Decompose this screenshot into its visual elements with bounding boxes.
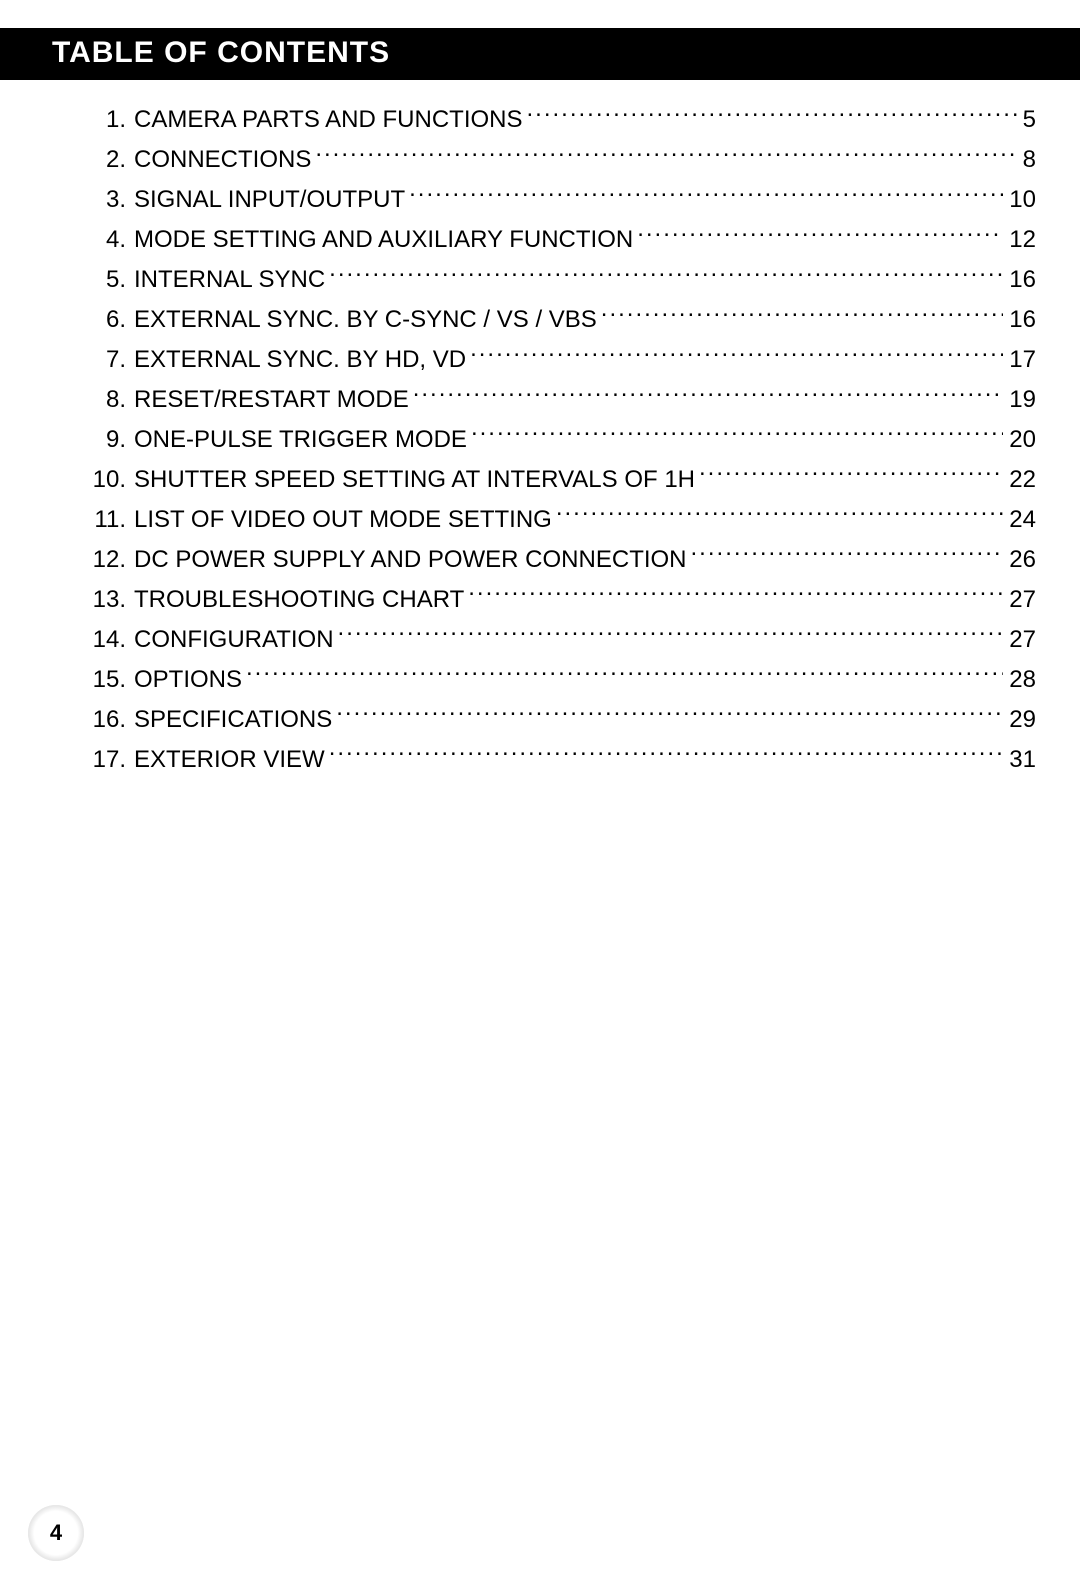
toc-entry-page: 16 bbox=[1003, 261, 1036, 298]
toc-entry-page: 16 bbox=[1003, 301, 1036, 338]
table-of-contents: 1.CAMERA PARTS AND FUNCTIONS52.CONNECTIO… bbox=[0, 80, 1080, 778]
page-number: 4 bbox=[50, 1520, 62, 1546]
toc-entry-title: EXTERIOR VIEW bbox=[134, 741, 329, 778]
toc-entry-leader bbox=[338, 618, 1004, 647]
toc-entry-title: SHUTTER SPEED SETTING AT INTERVALS OF 1H bbox=[134, 461, 699, 498]
toc-entry-title: TROUBLESHOOTING CHART bbox=[134, 581, 468, 618]
toc-entry-title: DC POWER SUPPLY AND POWER CONNECTION bbox=[134, 541, 691, 578]
toc-entry-page: 28 bbox=[1003, 661, 1036, 698]
toc-entry-leader bbox=[470, 338, 1003, 367]
toc-entry-title: ONE-PULSE TRIGGER MODE bbox=[134, 421, 471, 458]
toc-entry-title: CONFIGURATION bbox=[134, 621, 338, 658]
toc-entry: 13.TROUBLESHOOTING CHART 27 bbox=[80, 578, 1036, 618]
toc-entry-title: OPTIONS bbox=[134, 661, 246, 698]
toc-entry-number: 11. bbox=[80, 501, 134, 538]
toc-entry-leader bbox=[315, 138, 1016, 167]
toc-entry-page: 5 bbox=[1017, 101, 1036, 138]
toc-entry-page: 12 bbox=[1003, 221, 1036, 258]
toc-entry-leader bbox=[336, 698, 1003, 727]
toc-entry-page: 20 bbox=[1003, 421, 1036, 458]
toc-entry-leader bbox=[556, 498, 1003, 527]
toc-entry-leader bbox=[637, 218, 1003, 247]
toc-entry: 3.SIGNAL INPUT/OUTPUT 10 bbox=[80, 178, 1036, 218]
toc-entry-number: 16. bbox=[80, 701, 134, 738]
toc-entry-number: 6. bbox=[80, 301, 134, 338]
toc-entry: 1.CAMERA PARTS AND FUNCTIONS 5 bbox=[80, 98, 1036, 138]
toc-entry-number: 4. bbox=[80, 221, 134, 258]
toc-entry-page: 26 bbox=[1003, 541, 1036, 578]
toc-entry-page: 27 bbox=[1003, 581, 1036, 618]
toc-entry-title: EXTERNAL SYNC. BY C-SYNC / VS / VBS bbox=[134, 301, 601, 338]
toc-entry-number: 12. bbox=[80, 541, 134, 578]
toc-entry-number: 13. bbox=[80, 581, 134, 618]
toc-entry-number: 1. bbox=[80, 101, 134, 138]
toc-entry-title: SIGNAL INPUT/OUTPUT bbox=[134, 181, 409, 218]
toc-entry-number: 9. bbox=[80, 421, 134, 458]
toc-entry-page: 8 bbox=[1017, 141, 1036, 178]
toc-entry-number: 5. bbox=[80, 261, 134, 298]
toc-entry-number: 2. bbox=[80, 141, 134, 178]
toc-entry-leader bbox=[691, 538, 1004, 567]
toc-entry-title: INTERNAL SYNC bbox=[134, 261, 329, 298]
toc-entry-leader bbox=[413, 378, 1004, 407]
toc-entry: 6.EXTERNAL SYNC. BY C-SYNC / VS / VBS 16 bbox=[80, 298, 1036, 338]
toc-entry-page: 29 bbox=[1003, 701, 1036, 738]
toc-entry: 15.OPTIONS 28 bbox=[80, 658, 1036, 698]
toc-entry-leader bbox=[409, 178, 1003, 207]
toc-entry-page: 27 bbox=[1003, 621, 1036, 658]
toc-entry-leader bbox=[468, 578, 1003, 607]
toc-entry: 12.DC POWER SUPPLY AND POWER CONNECTION 2… bbox=[80, 538, 1036, 578]
toc-entry: 4.MODE SETTING AND AUXILIARY FUNCTION 12 bbox=[80, 218, 1036, 258]
toc-entry-title: LIST OF VIDEO OUT MODE SETTING bbox=[134, 501, 556, 538]
page-number-badge: 4 bbox=[28, 1505, 84, 1561]
toc-entry-leader bbox=[527, 98, 1017, 127]
toc-entry-title: MODE SETTING AND AUXILIARY FUNCTION bbox=[134, 221, 637, 258]
toc-entry-title: RESET/RESTART MODE bbox=[134, 381, 413, 418]
toc-entry-title: CONNECTIONS bbox=[134, 141, 315, 178]
toc-entry-page: 22 bbox=[1003, 461, 1036, 498]
toc-entry-number: 7. bbox=[80, 341, 134, 378]
toc-entry: 17.EXTERIOR VIEW 31 bbox=[80, 738, 1036, 778]
toc-entry-page: 17 bbox=[1003, 341, 1036, 378]
toc-entry: 16.SPECIFICATIONS 29 bbox=[80, 698, 1036, 738]
document-page: TABLE OF CONTENTS 1.CAMERA PARTS AND FUN… bbox=[0, 28, 1080, 1589]
toc-entry-leader bbox=[471, 418, 1003, 447]
toc-entry-page: 10 bbox=[1003, 181, 1036, 218]
toc-entry-number: 14. bbox=[80, 621, 134, 658]
toc-entry-number: 15. bbox=[80, 661, 134, 698]
toc-entry: 9.ONE-PULSE TRIGGER MODE 20 bbox=[80, 418, 1036, 458]
toc-entry-number: 8. bbox=[80, 381, 134, 418]
toc-entry-leader bbox=[699, 458, 1003, 487]
toc-entry: 14.CONFIGURATION 27 bbox=[80, 618, 1036, 658]
toc-entry-number: 17. bbox=[80, 741, 134, 778]
toc-entry: 5.INTERNAL SYNC 16 bbox=[80, 258, 1036, 298]
toc-entry-page: 31 bbox=[1003, 741, 1036, 778]
toc-entry-leader bbox=[601, 298, 1004, 327]
toc-entry: 10.SHUTTER SPEED SETTING AT INTERVALS OF… bbox=[80, 458, 1036, 498]
toc-entry-title: CAMERA PARTS AND FUNCTIONS bbox=[134, 101, 527, 138]
toc-entry-number: 10. bbox=[80, 461, 134, 498]
toc-entry: 8.RESET/RESTART MODE 19 bbox=[80, 378, 1036, 418]
toc-entry-leader bbox=[246, 658, 1003, 687]
toc-entry: 11.LIST OF VIDEO OUT MODE SETTING 24 bbox=[80, 498, 1036, 538]
toc-entry: 7.EXTERNAL SYNC. BY HD, VD 17 bbox=[80, 338, 1036, 378]
header-title: TABLE OF CONTENTS bbox=[52, 36, 390, 69]
header-bar: TABLE OF CONTENTS bbox=[0, 28, 1080, 80]
toc-entry: 2.CONNECTIONS 8 bbox=[80, 138, 1036, 178]
toc-entry-leader bbox=[329, 738, 1004, 767]
toc-entry-leader bbox=[329, 258, 1003, 287]
toc-entry-title: SPECIFICATIONS bbox=[134, 701, 336, 738]
toc-entry-number: 3. bbox=[80, 181, 134, 218]
toc-entry-page: 24 bbox=[1003, 501, 1036, 538]
toc-entry-title: EXTERNAL SYNC. BY HD, VD bbox=[134, 341, 470, 378]
toc-entry-page: 19 bbox=[1003, 381, 1036, 418]
